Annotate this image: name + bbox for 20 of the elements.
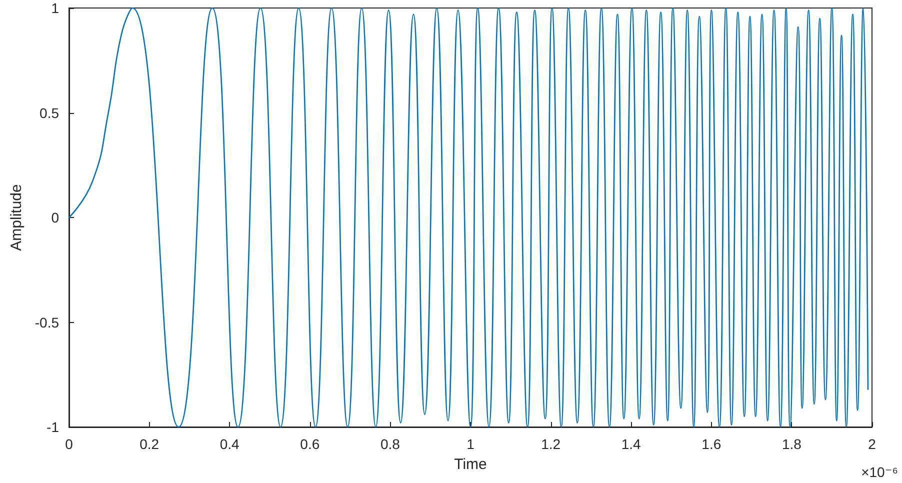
x-tick-label: 1 — [466, 436, 475, 452]
x-tick-label: 0.8 — [380, 436, 400, 452]
y-tick-label: 0 — [51, 210, 60, 226]
x-tick-label: 0.2 — [140, 436, 160, 452]
x-tick-label: 1.2 — [541, 436, 561, 452]
x-tick-label: 1.4 — [621, 436, 642, 452]
line-series — [68, 7, 869, 428]
text: ×10⁻⁶ — [861, 464, 898, 480]
x-tick-label: 0.6 — [300, 436, 320, 452]
x-tick-label: 0 — [65, 436, 74, 452]
x-tick-label: 0.4 — [220, 436, 240, 452]
y-axis-title: Amplitude — [8, 184, 25, 251]
y-tick-label: -1 — [46, 419, 60, 435]
x-tick-label: 1.8 — [782, 436, 802, 452]
y-tick-label: 1 — [51, 0, 60, 16]
x-axis-title: Time — [454, 456, 487, 473]
x-tick-label: 1.6 — [702, 436, 722, 452]
x-tick-label: 2 — [868, 436, 876, 452]
y-tick-label: -0.5 — [34, 314, 60, 330]
y-tick-label: 0.5 — [40, 104, 60, 121]
